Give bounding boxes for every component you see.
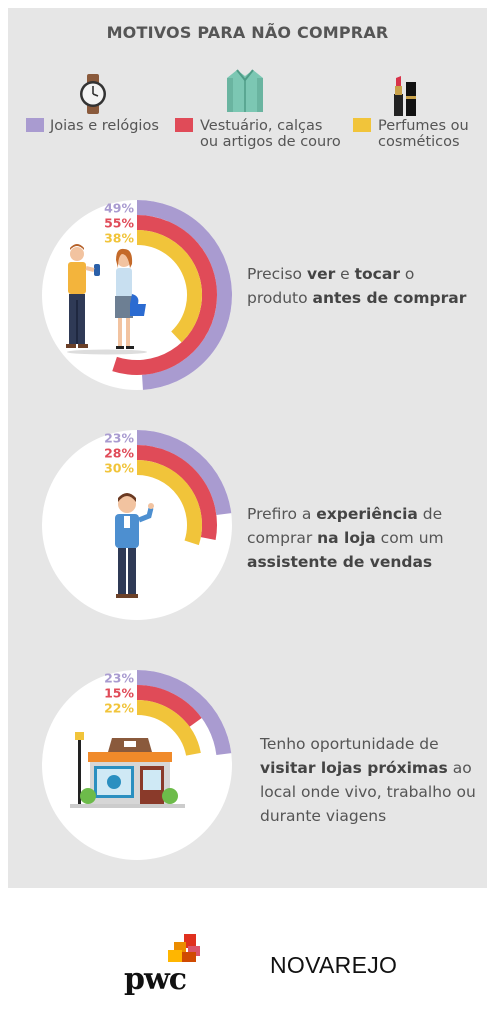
chart-1-bar-purple [136, 200, 232, 390]
chart-3-value-label-purple: 23% [104, 671, 134, 686]
watch-icon [80, 74, 106, 114]
novarejo-logo: NOVAREJO [270, 952, 398, 978]
chart-1-value-label-yellow: 38% [104, 231, 134, 246]
legend-label-cosmetics: Perfumes ou cosméticos [378, 118, 469, 150]
legend-label-jewelry: Joias e relógios [50, 118, 159, 134]
chart-1-value-label-red: 55% [104, 216, 134, 231]
jacket-icon [227, 69, 263, 112]
storefront-illustration [70, 732, 185, 808]
chart-2-value-label-purple: 23% [104, 431, 134, 446]
chart-3-bar-red [136, 685, 202, 728]
chart-2-bar-yellow [136, 460, 202, 546]
pwc-logo-mark [168, 934, 200, 962]
legend-swatch-clothing [175, 118, 193, 132]
chart-2-bar-purple [136, 430, 232, 516]
legend-label-clothing: Vestuário, calças ou artigos de couro [200, 118, 341, 150]
chart-3-bar-yellow [136, 700, 201, 756]
shopping-couple-illustration [66, 244, 147, 355]
chart-2-description: Prefiro a experiência de comprar na loja … [247, 505, 444, 571]
chart-3-description: Tenho oportunidade de visitar lojas próxi… [260, 735, 476, 825]
chart-1-bar-red [112, 215, 217, 375]
chart-1-value-label-purple: 49% [104, 201, 134, 216]
chart-2-bar-red [136, 445, 217, 540]
pwc-logo: pwc [124, 962, 187, 997]
chart-3-bar-purple [136, 670, 232, 756]
lipstick-icon [394, 76, 416, 116]
chart-2-value-label-red: 28% [104, 446, 134, 461]
chart-1-description: Preciso ver e tocar o produto antes de co… [247, 265, 467, 307]
chart-3-value-label-red: 15% [104, 686, 134, 701]
legend-swatch-cosmetics [353, 118, 371, 132]
chart-2-value-label-yellow: 30% [104, 461, 134, 476]
page-title: MOTIVOS PARA NÃO COMPRAR [106, 23, 389, 42]
sales-assistant-illustration [115, 493, 154, 598]
chart-1-bar-yellow [136, 230, 202, 343]
legend-swatch-jewelry [26, 118, 44, 132]
chart-3-value-label-yellow: 22% [104, 701, 134, 716]
